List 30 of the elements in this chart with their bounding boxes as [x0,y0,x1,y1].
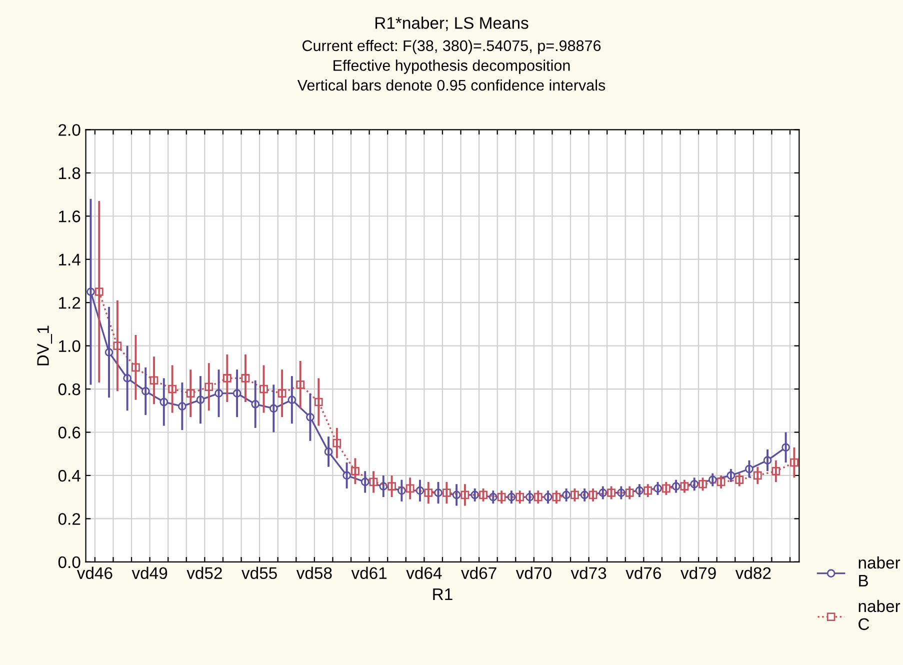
x-tick-label: vd76 [626,566,662,580]
x-tick-label: vd46 [76,566,112,580]
x-tick-label: vd70 [516,566,552,580]
x-tick-label: vd52 [186,566,222,580]
x-axis-title: R1 [433,588,452,600]
x-tick-label: vd58 [296,566,332,580]
chart-title: R1*naber; LS Means [376,16,528,31]
x-tick-label: vd67 [461,566,496,580]
y-tick-label: 1.8 [59,167,80,180]
x-tick-label: vd61 [351,566,387,580]
y-tick-label: 0.4 [58,470,80,482]
y-tick-label: 1.4 [59,254,80,266]
x-tick-label: vd82 [735,566,771,580]
y-tick-label: 0.6 [58,426,80,438]
legend-label: naber B [858,556,900,586]
y-tick-label: 0.2 [58,513,80,525]
y-tick-label: 1.6 [59,210,80,222]
y-tick-label: 1.2 [59,296,80,309]
x-tick-label: vd64 [406,566,442,580]
y-tick-label: 0.8 [58,383,80,396]
x-tick-label: vd73 [570,566,606,580]
legend-label: naber C [858,600,900,630]
x-tick-label: vd49 [132,566,168,580]
y-axis-title: DV_1 [37,326,52,366]
x-tick-label: vd55 [242,566,277,580]
y-tick-label: 2.0 [58,124,80,136]
y-tick-label: 1.0 [59,340,80,352]
y-tick-label: 0.0 [58,556,80,568]
x-tick-label: vd79 [680,566,716,580]
chart-subtitle: Current effect: F(38, 380)=.54075, p=.98876 Effective hypothesis decomposition Vertical bars denote 0.95 confidence intervals [297,40,606,91]
